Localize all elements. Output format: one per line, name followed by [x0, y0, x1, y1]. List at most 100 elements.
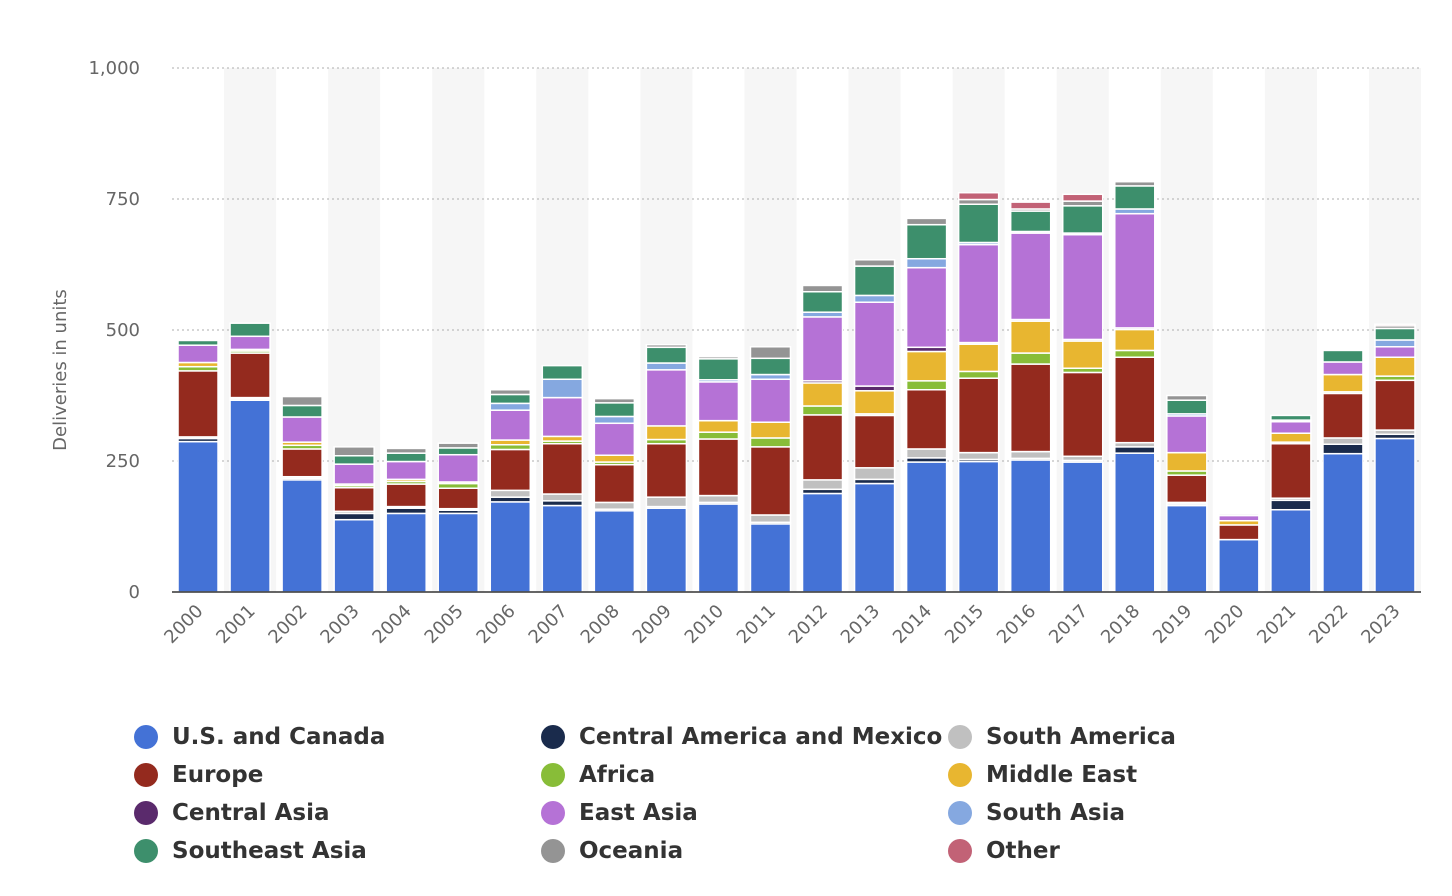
bar-segment — [1218, 538, 1260, 593]
bar-segment — [1166, 451, 1208, 472]
bar-segment — [749, 446, 792, 516]
bar-segment — [1114, 328, 1156, 352]
bar-segment — [489, 501, 532, 593]
legend-label: Middle East — [986, 762, 1138, 788]
bar-segment — [1166, 394, 1208, 401]
legend-item[interactable]: Middle East — [948, 760, 1137, 790]
bar-segment — [645, 343, 688, 349]
bar-segment — [541, 396, 584, 438]
bar-segment — [1270, 442, 1312, 499]
bar-segment — [1374, 356, 1416, 377]
legend-label: Other — [986, 838, 1060, 864]
y-tick-label: 0 — [129, 582, 140, 603]
legend-swatch-icon — [541, 801, 565, 825]
legend-swatch-icon — [541, 839, 565, 863]
bar-segment — [1374, 346, 1416, 358]
bar-segment — [1061, 371, 1104, 458]
bar-segment — [853, 414, 896, 469]
x-tick-label: 2007 — [525, 601, 572, 648]
bar-segment — [1009, 320, 1052, 354]
bar-segment — [957, 460, 1000, 593]
bar-segment — [593, 402, 636, 418]
bar-segment — [437, 447, 479, 456]
legend-item[interactable]: South America — [948, 722, 1176, 752]
bar-segment — [801, 290, 844, 313]
legend-swatch-icon — [948, 763, 972, 787]
bar-segment — [853, 259, 896, 267]
bar-segment — [645, 346, 688, 364]
bar-segment — [1270, 508, 1312, 593]
bar-segment — [229, 352, 271, 399]
legend-item[interactable]: Central Asia — [134, 798, 330, 828]
bar-segment — [1218, 524, 1260, 541]
legend-item[interactable]: East Asia — [541, 798, 698, 828]
x-tick-label: 2016 — [993, 601, 1040, 648]
bar-segment — [645, 496, 688, 508]
legend-item[interactable]: Europe — [134, 760, 263, 790]
y-tick-label: 1,000 — [88, 58, 140, 79]
bar-segment — [645, 442, 688, 498]
bar-segment — [1061, 193, 1104, 202]
legend-label: Europe — [172, 762, 264, 788]
x-tick-label: 2021 — [1253, 601, 1300, 648]
legend-label: Africa — [579, 762, 656, 788]
x-tick-label: 2013 — [837, 601, 884, 648]
x-tick-label: 2001 — [212, 601, 259, 648]
bar-segment — [1114, 356, 1156, 444]
y-axis-label: Deliveries in units — [50, 289, 71, 451]
x-tick-label: 2002 — [264, 601, 311, 648]
bar-segment — [1114, 452, 1156, 593]
bar-segment — [541, 504, 584, 593]
x-tick-label: 2023 — [1357, 601, 1404, 648]
chart-area: 0 250 500 750 1,000 Deliveries in units 2000 20… — [50, 58, 1421, 648]
bar-segment — [1218, 513, 1260, 517]
bar-segment — [1374, 323, 1416, 327]
legend-item[interactable]: Central America and Mexico — [541, 722, 942, 752]
bar-segment — [281, 395, 323, 407]
bar-segment — [385, 512, 427, 593]
bar-segment — [281, 479, 323, 593]
bar-segment — [1270, 420, 1312, 434]
bar-segment — [385, 483, 427, 508]
legend-swatch-icon — [541, 725, 565, 749]
bar-segment — [541, 378, 584, 399]
bar-segment — [853, 390, 896, 415]
bar-segment — [229, 335, 271, 351]
bar-segment — [177, 440, 219, 593]
bar-segment — [593, 510, 636, 593]
bar-segment — [801, 316, 844, 382]
legend-item[interactable]: Oceania — [541, 836, 683, 866]
bar-segment — [645, 425, 688, 441]
x-tick-label: 2015 — [941, 601, 988, 648]
legend-item[interactable]: South Asia — [948, 798, 1125, 828]
legend-item[interactable]: Africa — [541, 760, 655, 790]
bar-segment — [593, 454, 636, 463]
x-tick-label: 2009 — [629, 601, 676, 648]
bar-segment — [333, 518, 375, 593]
bar-segment — [177, 344, 219, 364]
x-tick-label: 2000 — [160, 601, 207, 648]
x-tick-label: 2011 — [733, 601, 780, 648]
bar-segment — [1009, 201, 1052, 210]
y-tick-label: 500 — [106, 320, 140, 341]
bar-segment — [1166, 474, 1208, 504]
legend-swatch-icon — [948, 725, 972, 749]
bar-segment — [1114, 349, 1156, 358]
x-tick-label: 2006 — [473, 601, 520, 648]
bar-segment — [593, 415, 636, 425]
bar-segment — [437, 512, 479, 593]
x-tick-label: 2022 — [1305, 601, 1352, 648]
bar-segment — [1374, 379, 1416, 431]
bar-segment — [385, 447, 427, 454]
legend-item[interactable]: U.S. and Canada — [134, 722, 385, 752]
bar-segment — [853, 265, 896, 297]
legend-item[interactable]: Other — [948, 836, 1060, 866]
bar-segment — [437, 453, 479, 483]
bar-segment — [1009, 459, 1052, 593]
legend-item[interactable]: Southeast Asia — [134, 836, 367, 866]
legend-label: South America — [986, 724, 1176, 750]
bar-segment — [801, 405, 844, 416]
bar-segment — [1270, 414, 1312, 421]
bar-segment — [645, 507, 688, 593]
legend-label: U.S. and Canada — [172, 724, 386, 750]
